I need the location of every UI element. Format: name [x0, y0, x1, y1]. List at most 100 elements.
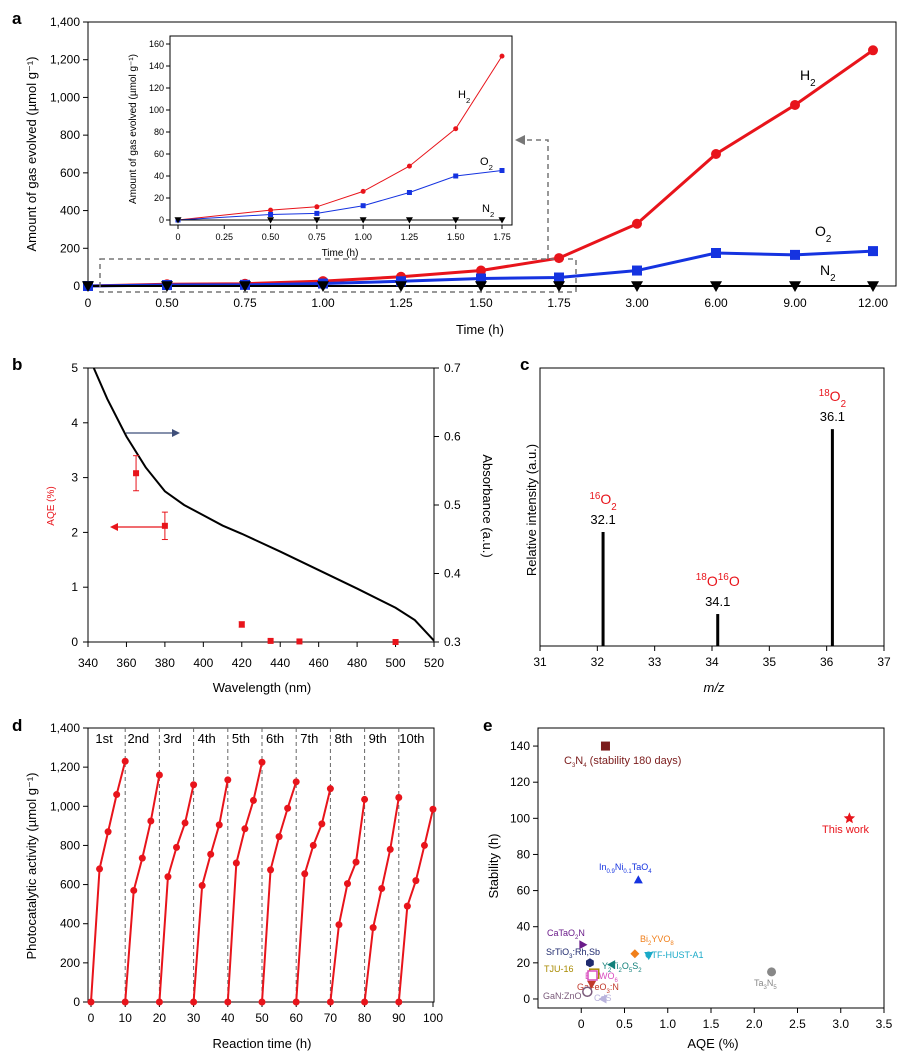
c-peak-species-label: 18O16O [696, 572, 740, 589]
e-point-shape [598, 994, 607, 1004]
a-point-N2-shape [867, 281, 879, 292]
c-xtick-label: 37 [877, 655, 891, 669]
a-xtick-label: 12.00 [858, 296, 888, 310]
d-xtick-label: 0 [88, 1011, 95, 1025]
d-cycle-line [158, 784, 195, 1003]
d-cycle-point [121, 757, 129, 765]
d-cycle-point-shape [284, 804, 292, 812]
b-ytick-right-label: 0.7 [444, 361, 461, 375]
a-inset-point-H2 [268, 207, 274, 213]
a-inset-point-O2-shape [360, 203, 366, 209]
e-ylabel: Stability (h) [486, 833, 501, 898]
d-cycle-point [275, 833, 283, 841]
d-cycle-label: 4th [198, 731, 216, 746]
a-point-O2-shape [632, 265, 642, 276]
a-xtick-label: 1.75 [547, 296, 571, 310]
a-point-N2-shape [789, 281, 801, 292]
e-xtick-label: 3.0 [832, 1017, 849, 1031]
a-inset-point-N2-shape [498, 217, 506, 224]
a-ytick-label: 1,200 [50, 53, 80, 67]
a-inset-point-O2 [360, 203, 366, 209]
d-cycle-point-shape [309, 841, 317, 849]
d-cycle-point [267, 866, 275, 874]
d-cycle-label: 9th [369, 731, 387, 746]
a-inset-ytick-label: 140 [149, 61, 164, 71]
d-cycle-point [224, 776, 232, 784]
e-ytick-label: 120 [510, 775, 530, 789]
e-point-shape [582, 986, 593, 997]
e-point-label: GaN:ZnO [543, 991, 582, 1001]
d-cycle-point-shape [138, 854, 146, 862]
b-aqe-point-shape [133, 470, 140, 477]
b-aqe-point-shape [296, 638, 303, 645]
a-zoom-arrow-line [522, 139, 549, 259]
d-ytick-label: 1,400 [50, 721, 80, 735]
d-cycle-point-shape [292, 778, 300, 786]
a-inset-point-N2 [313, 217, 321, 224]
a-point-N2-shape [475, 281, 487, 292]
d-cycle-point [258, 758, 266, 766]
b-xtick-label: 340 [78, 656, 98, 670]
a-inset-point-N2 [359, 217, 367, 224]
a-ytick-label: 600 [60, 166, 80, 180]
e-point [630, 949, 640, 959]
a-inset-xtick-label: 0 [175, 232, 180, 242]
d-xtick-label: 20 [153, 1011, 167, 1025]
d-cycle-point [241, 825, 249, 833]
a-inset-xtick-label: 1.00 [354, 232, 372, 242]
d-ytick-label: 400 [60, 917, 80, 931]
a-inset-xtick-label: 1.25 [401, 232, 419, 242]
a-inset-point-N2 [498, 217, 506, 224]
d-cycle-point-shape [429, 805, 437, 813]
d-cycle-point-shape [318, 820, 326, 828]
e-point [644, 952, 654, 961]
d-cycle-point [361, 795, 369, 803]
a-ytick-label: 0 [73, 279, 80, 293]
c-peak-value-label: 32.1 [590, 512, 615, 527]
a-point-H2-shape [476, 265, 486, 276]
a-inset-point-N2-shape [359, 217, 367, 224]
e-ytick-label: 80 [517, 847, 531, 861]
d-cycle-point [326, 998, 334, 1006]
a-point-N2-shape [317, 281, 329, 292]
d-cycle-point [378, 884, 386, 892]
c-xtick-label: 32 [591, 655, 605, 669]
c-ylabel: Relative intensity (a.u.) [524, 444, 539, 576]
e-point-shape [586, 958, 594, 968]
d-cycle-point [190, 781, 198, 789]
b-ytick-right-label: 0.3 [444, 635, 461, 649]
d-cycle-label: 10th [399, 731, 424, 746]
d-cycle-point [361, 998, 369, 1006]
d-cycle-point [232, 859, 240, 867]
a-point-N2 [789, 281, 801, 292]
a-xtick-label: 6.00 [704, 296, 728, 310]
e-point-label: Ta3N5 [754, 978, 777, 991]
d-cycle-point [284, 804, 292, 812]
b-xtick-label: 460 [309, 656, 329, 670]
b-ylabel-right: Absorbance (a.u.) [480, 454, 495, 557]
b-aqe-point [267, 637, 274, 644]
e-point [767, 967, 777, 977]
a-inset-xtick-label: 0.50 [262, 232, 280, 242]
a-point-N2-shape [161, 281, 173, 292]
d-cycle-point [292, 998, 300, 1006]
a-xlabel: Time (h) [456, 322, 504, 337]
e-point-label: TJU-16 [544, 964, 574, 974]
d-cycle-point [403, 902, 411, 910]
a-xtick-label: 0 [85, 296, 92, 310]
a-point-O2 [711, 248, 721, 258]
a-inset-point-H2-shape [268, 207, 274, 213]
d-cycle-point-shape [113, 791, 121, 799]
e-point [582, 986, 593, 997]
a-inset-point-O2 [453, 173, 459, 179]
d-cycle-point-shape [275, 833, 283, 841]
a-inset-xlabel: Time (h) [322, 248, 359, 259]
e-point-label: This work [822, 824, 870, 836]
d-cycle-point-shape [87, 998, 95, 1006]
a-point-O2-shape [868, 246, 878, 257]
a-point-H2 [632, 218, 642, 229]
b-xtick-label: 520 [424, 656, 444, 670]
a-point-O2-shape [711, 248, 721, 258]
a-inset-point-N2 [174, 217, 182, 224]
a-inset-point-H2 [314, 204, 320, 210]
